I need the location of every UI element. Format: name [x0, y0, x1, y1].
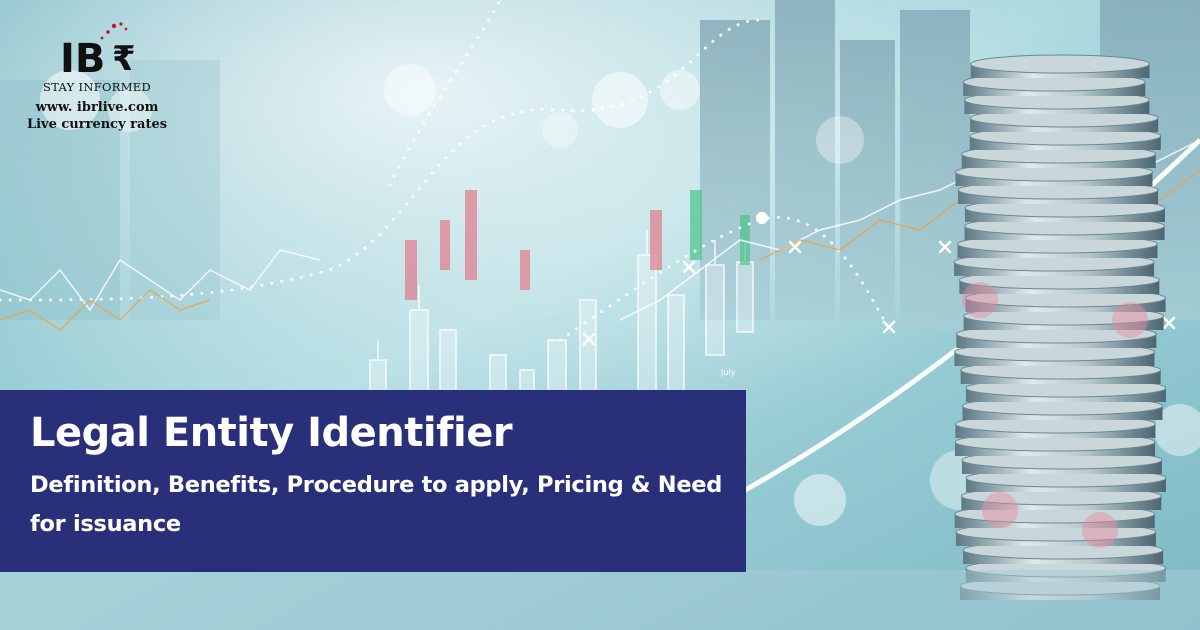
coin-reflection	[1082, 512, 1118, 548]
svg-text:IB: IB	[60, 36, 105, 78]
candlestick-chart	[369, 190, 754, 401]
coin-reflection	[962, 282, 998, 318]
bokeh-lights	[40, 64, 1200, 526]
title-banner: Legal Entity Identifier Definition, Bene…	[0, 390, 746, 572]
chart-label: July	[720, 368, 736, 377]
rupee-logo-icon: IB ₹	[22, 20, 172, 78]
coin-top	[970, 54, 1151, 74]
coin-stack-icon	[953, 54, 1167, 600]
logo-tagline: STAY INFORMED	[43, 80, 151, 94]
page-subtitle: Definition, Benefits, Procedure to apply…	[30, 472, 723, 537]
coin-reflection	[982, 492, 1018, 528]
logo: IB ₹ STAY INFORMED www. ibrlive.com Live…	[22, 20, 172, 132]
svg-text:₹: ₹	[112, 39, 136, 78]
logo-url: www. ibrlive.com	[35, 100, 159, 115]
page-title: Legal Entity Identifier	[30, 410, 513, 456]
logo-subtext: Live currency rates	[26, 117, 168, 132]
coin-reflection	[1112, 302, 1148, 338]
